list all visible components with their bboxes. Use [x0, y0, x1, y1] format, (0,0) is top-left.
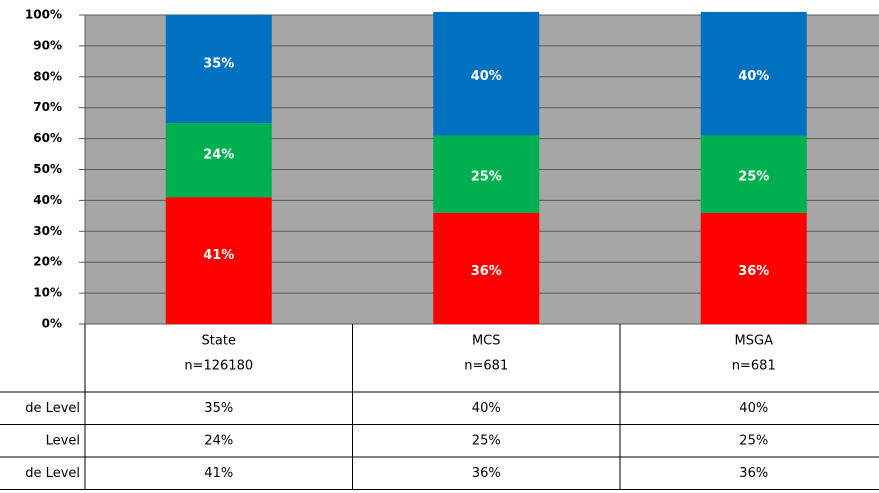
bar-segment — [700, 212, 807, 324]
table-cell: 40% — [739, 401, 768, 416]
row-label: Level — [46, 433, 80, 448]
table-cell: 36% — [739, 466, 768, 481]
y-tick-label: 20% — [33, 255, 62, 269]
table-cell: 41% — [204, 466, 233, 481]
bar-segment — [433, 135, 540, 213]
category-label: MSGA — [735, 334, 774, 349]
category-count: n=681 — [732, 359, 776, 374]
table-cell: 40% — [472, 401, 501, 416]
y-tick-label: 90% — [33, 38, 62, 52]
data-label: 40% — [471, 69, 502, 84]
y-tick-label: 40% — [33, 193, 62, 207]
row-label: de Level — [25, 466, 80, 481]
bar-segment — [700, 135, 807, 213]
y-tick-label: 70% — [33, 100, 62, 114]
data-label: 40% — [738, 69, 769, 84]
y-tick-label: 0% — [42, 317, 62, 331]
category-count: n=681 — [464, 359, 508, 374]
bar-segment — [433, 11, 540, 136]
data-label: 25% — [738, 170, 769, 185]
table-cell: 35% — [204, 401, 233, 416]
data-label: 41% — [203, 248, 234, 263]
y-tick-label: 50% — [33, 162, 62, 176]
y-tick-label: 10% — [33, 286, 62, 300]
data-label: 35% — [203, 57, 234, 72]
data-label: 25% — [471, 170, 502, 185]
data-label: 24% — [203, 148, 234, 163]
y-tick-label: 80% — [33, 69, 62, 83]
category-label: State — [202, 334, 236, 349]
category-label: MCS — [472, 334, 501, 349]
table-cell: 24% — [204, 433, 233, 448]
bar-segment — [165, 15, 272, 124]
y-tick-label: 30% — [33, 224, 62, 238]
bar-segment — [165, 197, 272, 324]
table-cell: 25% — [739, 433, 768, 448]
bar-segment — [433, 212, 540, 324]
data-label: 36% — [738, 264, 769, 279]
table-cell: 25% — [472, 433, 501, 448]
table-cell: 36% — [472, 466, 501, 481]
category-count: n=126180 — [184, 359, 253, 374]
y-tick-label: 100% — [25, 8, 62, 22]
bar-segment — [700, 11, 807, 136]
y-tick-label: 60% — [33, 131, 62, 145]
bar-segment — [165, 123, 272, 198]
row-label: de Level — [25, 401, 80, 416]
data-label: 36% — [471, 264, 502, 279]
